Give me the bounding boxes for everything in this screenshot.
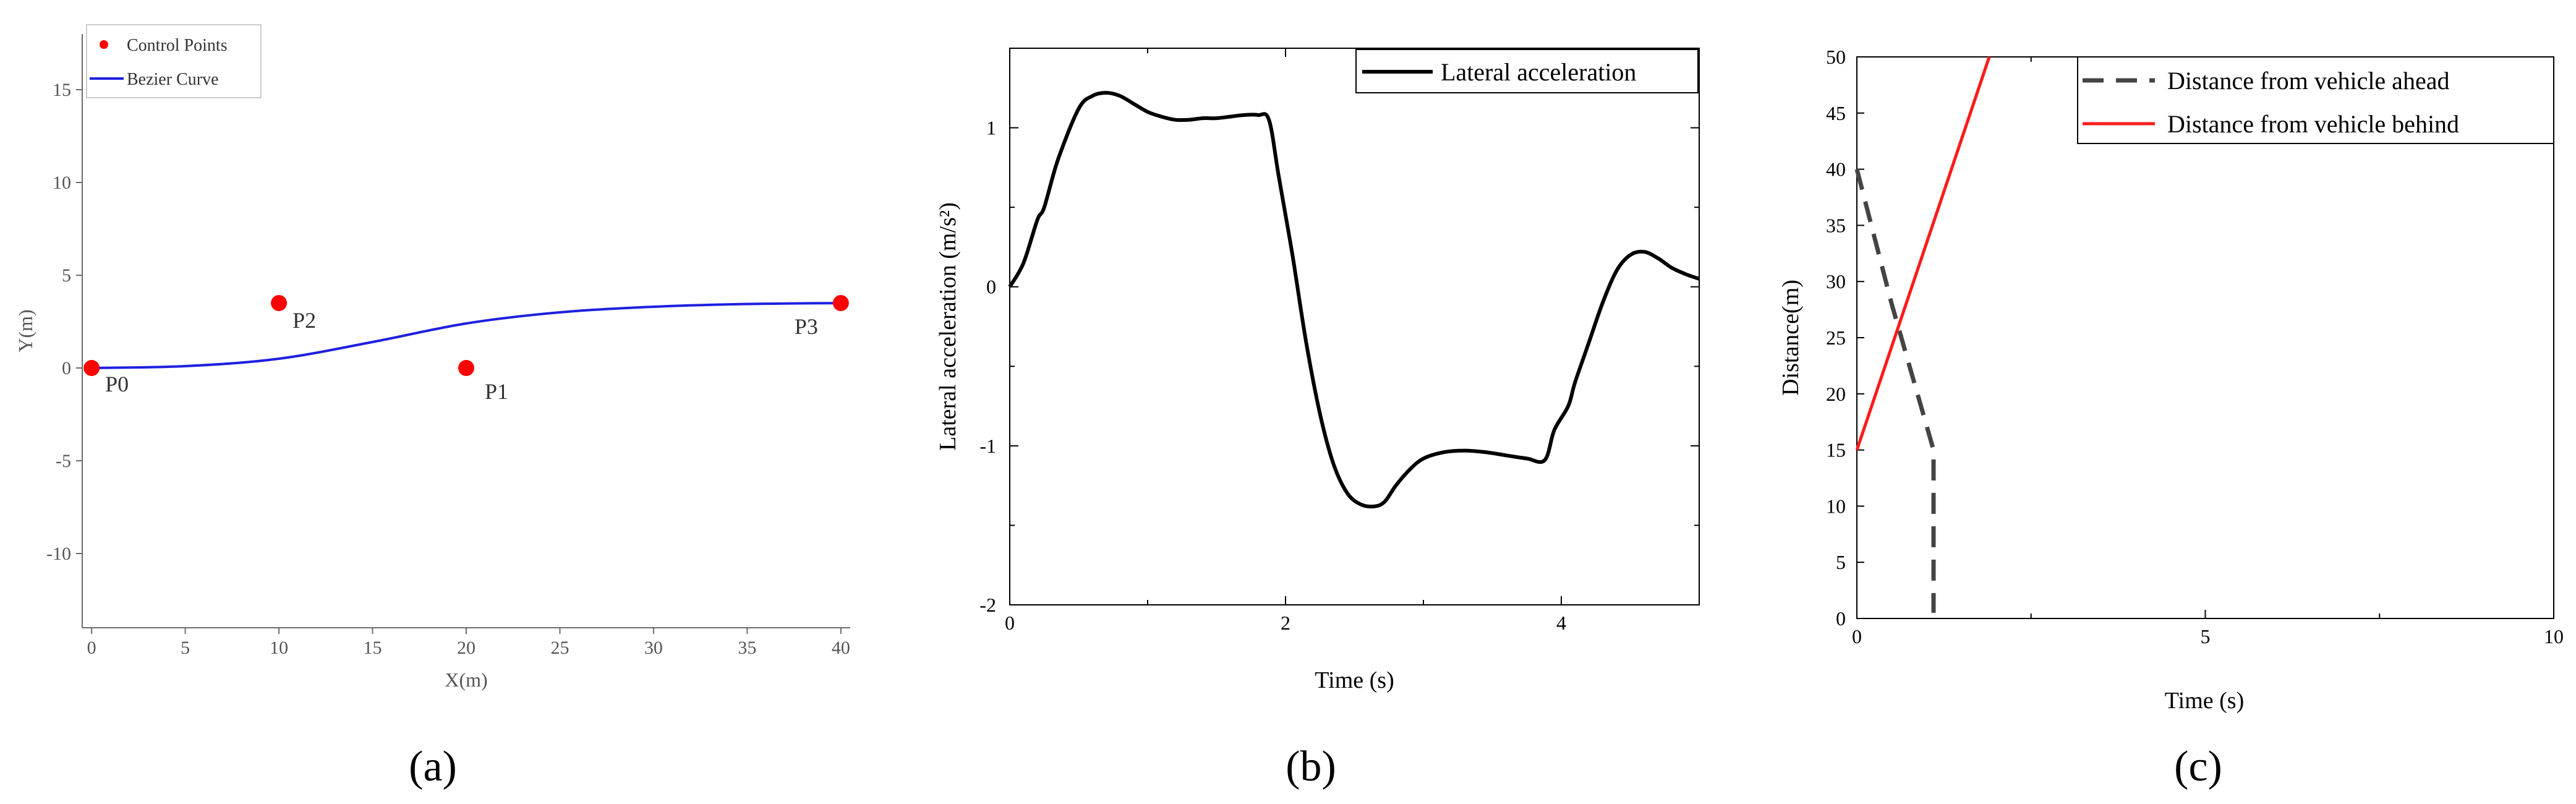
legend-label-ahead: Distance from vehicle ahead — [2167, 67, 2449, 95]
x-tick-label: 0 — [87, 638, 96, 658]
legend-box — [2077, 56, 2554, 144]
chart-b: 0 2 4 -2 -1 0 1 Time (s) Lateral acceleration (m… — [935, 48, 1700, 790]
y-tick-label: 45 — [1826, 102, 1846, 124]
control-point-label: P1 — [485, 379, 508, 404]
x-axis-title: X(m) — [445, 669, 487, 691]
y-tick-label: 10 — [1826, 495, 1846, 517]
y-tick-label: 0 — [1836, 607, 1846, 630]
x-tick-label: 20 — [457, 638, 476, 658]
x-tick-label: 10 — [270, 638, 288, 658]
y-tick-label: -10 — [46, 544, 71, 564]
x-axis-title: Time (s) — [2165, 688, 2244, 714]
y-axis-title: Lateral acceleration (m/s²) — [935, 202, 961, 451]
x-tick-label: 35 — [738, 638, 756, 658]
control-point-p0 — [83, 360, 100, 376]
panel-label: (a) — [409, 743, 457, 790]
x-tick-label: 5 — [2201, 625, 2211, 648]
y-tick-label: 30 — [1826, 270, 1846, 293]
y-tick-label: 20 — [1826, 383, 1846, 405]
x-tick-label: 15 — [364, 638, 382, 658]
y-tick-label: -2 — [979, 594, 996, 616]
control-point-label: P0 — [105, 372, 129, 396]
x-tick-label: 40 — [832, 638, 850, 658]
y-tick-label: 10 — [53, 173, 71, 193]
x-tick-label: 0 — [1005, 612, 1015, 634]
y-tick-label: 15 — [53, 80, 71, 100]
x-axis-title: Time (s) — [1315, 667, 1394, 693]
y-tick-label: 40 — [1826, 158, 1846, 181]
chart-c: 0 5 10 0 5 10 15 20 25 30 35 40 45 50 Time (s) Distance… — [1778, 46, 2564, 790]
x-tick-label: 2 — [1281, 612, 1290, 634]
y-tick-label: 0 — [62, 358, 71, 378]
x-tick-label: 10 — [2544, 625, 2564, 648]
y-tick-label: 15 — [1826, 439, 1846, 461]
y-axis-title: Y(m) — [14, 309, 36, 352]
legend-box — [86, 24, 262, 98]
legend-marker-control-points — [100, 40, 108, 49]
y-tick-label: 5 — [1836, 551, 1846, 573]
y-tick-label: 1 — [986, 117, 996, 139]
control-point-label: P2 — [292, 308, 316, 333]
y-tick-label: 35 — [1826, 214, 1846, 236]
y-tick-label: 50 — [1826, 46, 1846, 68]
y-axis-title: Distance(m) — [1778, 280, 1804, 396]
panel-label: (b) — [1286, 743, 1336, 790]
ahead-distance-line — [1854, 168, 1936, 613]
control-point-p2 — [271, 295, 288, 311]
control-point-p1 — [458, 360, 474, 376]
y-tick-label: 25 — [1826, 327, 1846, 349]
control-point-p3 — [832, 295, 849, 311]
chart-a: 0 5 10 15 20 25 30 35 40 -10 -5 0 5 10 15 X(m) Y(m) P0 P1 P… — [14, 24, 850, 790]
legend-label-bezier: Bezier Curve — [127, 70, 219, 89]
y-tick-label: 5 — [62, 265, 71, 286]
x-tick-label: 5 — [181, 638, 190, 658]
control-point-label: P3 — [795, 314, 818, 339]
lateral-acceleration-line — [1008, 91, 1700, 509]
plot-frame — [1009, 48, 1700, 605]
x-tick-label: 30 — [644, 638, 663, 658]
x-tick-label: 4 — [1556, 612, 1566, 634]
behind-distance-line — [1855, 56, 1991, 451]
y-tick-label: -1 — [979, 435, 996, 457]
legend-label-control-points: Control Points — [127, 36, 228, 55]
x-tick-label: 25 — [550, 638, 569, 658]
x-tick-label: 0 — [1852, 625, 1862, 648]
y-tick-label: 0 — [986, 276, 996, 298]
legend-label-behind: Distance from vehicle behind — [2167, 110, 2459, 138]
bezier-curve-line — [92, 302, 841, 369]
y-tick-label: -5 — [56, 451, 71, 471]
legend-label-lateral: Lateral acceleration — [1441, 58, 1636, 86]
panel-label: (c) — [2174, 743, 2222, 790]
